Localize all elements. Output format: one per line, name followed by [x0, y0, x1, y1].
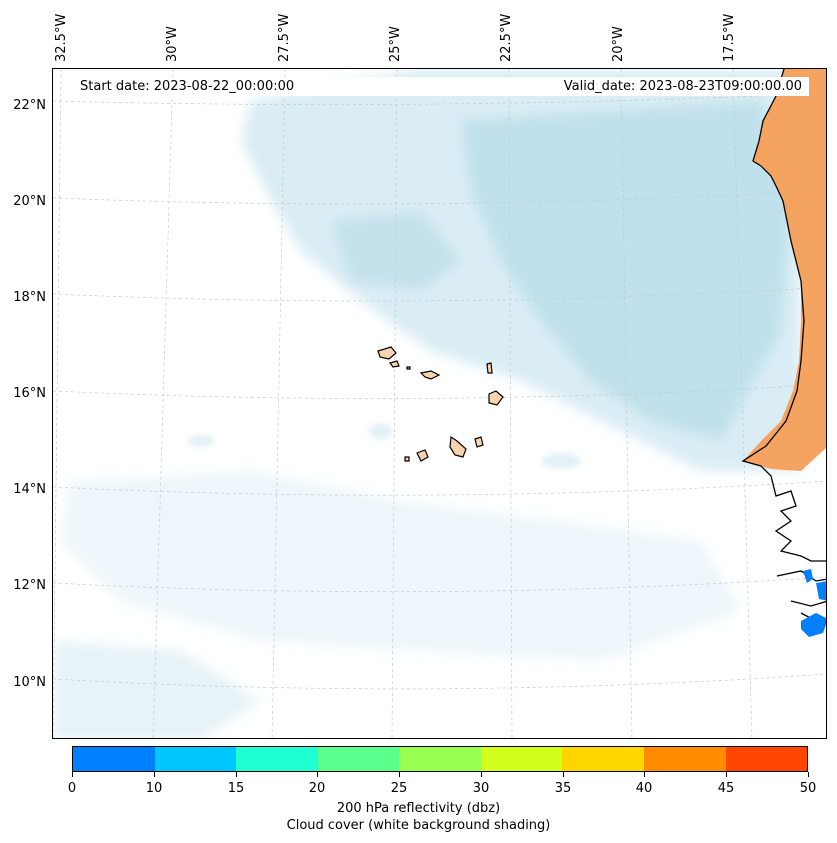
start-date-label: Start date: 2023-08-22_00:00:00 — [80, 79, 295, 94]
island-maio — [474, 436, 484, 448]
colorbar-tick-label: 25 — [390, 781, 408, 796]
map-panel[interactable]: Start date: 2023-08-22_00:00:00 Valid_da… — [52, 68, 827, 739]
island-sao-vicente — [388, 360, 400, 368]
land-shading — [743, 69, 826, 471]
colorbar-tick — [72, 772, 73, 777]
cloud-speckle-south — [61, 471, 741, 661]
reflectivity-cells — [801, 569, 826, 637]
colorbar-tick-label: 35 — [554, 781, 572, 796]
lon-label: 25°W — [388, 26, 403, 62]
cloud-patch-west — [331, 211, 461, 291]
lat-label: 16°N — [13, 386, 46, 401]
colorbar-subtitle: Cloud cover (white background shading) — [286, 818, 551, 833]
island-brava — [404, 456, 410, 462]
coastline-west-africa — [741, 69, 826, 562]
cloud-patch-southwest — [53, 641, 261, 738]
colorbar-tick — [644, 772, 645, 777]
colorbar-segment — [643, 747, 726, 771]
colorbar-tick-label: 15 — [227, 781, 245, 796]
colorbar-tick — [563, 772, 564, 777]
lon-label: 30°W — [165, 26, 180, 62]
lon-label: 32.5°W — [54, 13, 69, 62]
reflectivity-cell — [816, 581, 826, 601]
map-canvas — [53, 69, 826, 738]
colorbar-tick — [481, 772, 482, 777]
lon-label: 20°W — [611, 26, 626, 62]
cloud-band-core — [461, 101, 791, 441]
colorbar-tick — [399, 772, 400, 777]
colorbar-tick-label: 0 — [67, 781, 77, 796]
colorbar-segment — [480, 747, 563, 771]
cloud-speckle — [541, 453, 581, 469]
lon-label: 22.5°W — [499, 13, 514, 62]
colorbar-tick-label: 45 — [717, 781, 735, 796]
cape-verde-islands — [377, 346, 504, 462]
colorbar-title: 200 hPa reflectivity (dbz) — [336, 801, 501, 816]
valid-date-label: Valid_date: 2023-08-23T09:00:00.00 — [563, 79, 802, 94]
colorbar — [72, 746, 808, 772]
colorbar-tick-label: 40 — [635, 781, 653, 796]
cloud-speckle — [369, 423, 393, 439]
colorbar-segment — [317, 747, 400, 771]
cloud-cover-shading — [53, 69, 801, 738]
colorbar-segment — [725, 747, 808, 771]
island-sao-nicolau — [419, 370, 441, 380]
colorbar-tick — [154, 772, 155, 777]
island-santiago — [449, 435, 467, 458]
lat-label: 18°N — [13, 290, 46, 305]
graticule — [53, 69, 826, 738]
colorbar-segment — [154, 747, 237, 771]
island-boa-vista — [488, 390, 504, 406]
colorbar-segment — [399, 747, 481, 771]
colorbar-tick-label: 10 — [145, 781, 163, 796]
colorbar-tick — [236, 772, 237, 777]
reflectivity-cell — [801, 613, 826, 637]
island-santa-luzia — [406, 366, 411, 370]
colorbar-tick — [726, 772, 727, 777]
lat-label: 22°N — [13, 98, 46, 113]
colorbar-tick-label: 50 — [799, 781, 817, 796]
colorbar-tick-label: 30 — [472, 781, 490, 796]
island-fogo — [416, 449, 429, 462]
date-header: Start date: 2023-08-22_00:00:00 Valid_da… — [71, 77, 809, 96]
lon-label: 27.5°W — [277, 13, 292, 62]
island-sal — [486, 362, 493, 374]
colorbar-tick-label: 20 — [308, 781, 326, 796]
colorbar-segment — [236, 747, 318, 771]
colorbar-tick — [808, 772, 809, 777]
lat-label: 10°N — [13, 675, 46, 690]
reflectivity-cell — [803, 569, 813, 583]
island-santo-antao — [377, 346, 397, 360]
colorbar-tick — [317, 772, 318, 777]
cloud-speckle — [187, 435, 215, 447]
lat-label: 14°N — [13, 482, 46, 497]
colorbar-segment — [562, 747, 644, 771]
lat-label: 20°N — [13, 194, 46, 209]
lon-label: 17.5°W — [722, 13, 737, 62]
lat-label: 12°N — [13, 578, 46, 593]
colorbar-segment — [73, 747, 155, 771]
